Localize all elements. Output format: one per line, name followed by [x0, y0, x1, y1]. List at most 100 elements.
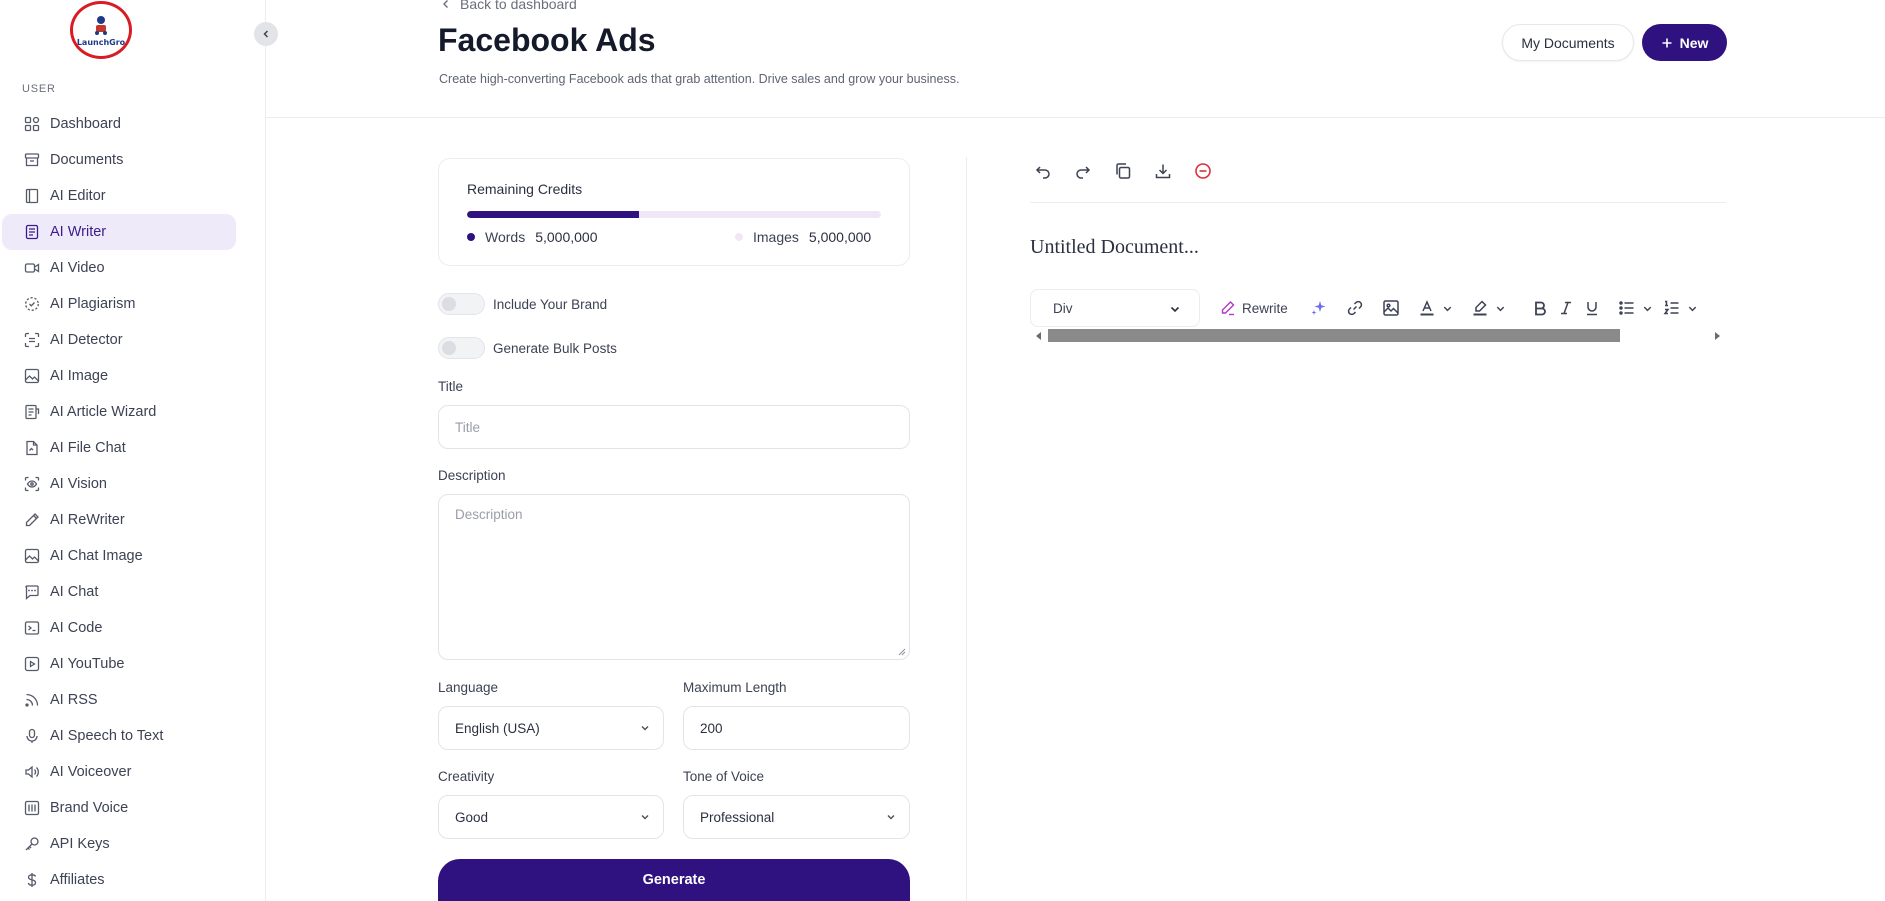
- chevron-down-icon: [641, 815, 649, 820]
- text-color-icon[interactable]: [1418, 299, 1436, 317]
- description-textarea[interactable]: Description: [438, 494, 910, 660]
- include-brand-toggle[interactable]: [438, 293, 485, 315]
- scroll-right-arrow-icon[interactable]: [1715, 332, 1720, 340]
- sidebar-item-ai-speech-to-text[interactable]: AI Speech to Text: [2, 718, 236, 754]
- sidebar-item-brand-voice[interactable]: Brand Voice: [2, 790, 236, 826]
- video-icon: [24, 263, 40, 273]
- italic-icon[interactable]: [1558, 300, 1574, 316]
- sidebar-item-ai-image[interactable]: AI Image: [2, 358, 236, 394]
- link-icon[interactable]: [1346, 299, 1364, 317]
- include-brand-label: Include Your Brand: [493, 296, 608, 312]
- sidebar-item-ai-article-wizard[interactable]: AI Article Wizard: [2, 394, 236, 430]
- sidebar-item-ai-vision[interactable]: AI Vision: [2, 466, 236, 502]
- title-input[interactable]: Title: [438, 405, 910, 449]
- sidebar-item-ai-video[interactable]: AI Video: [2, 250, 236, 286]
- sidebar-item-label: AI Plagiarism: [50, 296, 136, 312]
- bulk-posts-toggle[interactable]: [438, 337, 485, 359]
- insert-image-icon[interactable]: [1382, 299, 1400, 317]
- chevron-down-icon: [1170, 306, 1180, 313]
- download-icon[interactable]: [1154, 162, 1172, 180]
- sidebar-item-api-keys[interactable]: API Keys: [2, 826, 236, 862]
- sidebar-item-dashboard[interactable]: Dashboard: [2, 106, 236, 142]
- sidebar-item-label: AI Code: [50, 620, 103, 636]
- logo-mascot-icon: [95, 16, 107, 35]
- sidebar-nav: Dashboard Documents AI Editor AI Writer …: [2, 106, 236, 898]
- sidebar-item-ai-youtube[interactable]: AI YouTube: [2, 646, 236, 682]
- sidebar-item-ai-rss[interactable]: AI RSS: [2, 682, 236, 718]
- key-icon: [25, 837, 39, 851]
- eye-scan-icon: [24, 476, 40, 492]
- sidebar-item-ai-file-chat[interactable]: AI File Chat: [2, 430, 236, 466]
- sidebar-item-ai-editor[interactable]: AI Editor: [2, 178, 236, 214]
- document-title[interactable]: Untitled Document...: [1030, 236, 1199, 258]
- chevron-down-icon[interactable]: [1642, 303, 1653, 314]
- sidebar-item-label: AI Editor: [50, 188, 106, 204]
- chevron-down-icon[interactable]: [1687, 303, 1698, 314]
- redo-icon[interactable]: [1074, 162, 1092, 180]
- magic-pen-icon: [1221, 301, 1235, 316]
- terminal-icon: [24, 621, 40, 635]
- underline-icon[interactable]: [1584, 300, 1600, 316]
- max-length-label: Maximum Length: [683, 680, 787, 695]
- my-documents-button[interactable]: My Documents: [1502, 24, 1634, 61]
- scroll-left-arrow-icon[interactable]: [1036, 332, 1041, 340]
- generate-button[interactable]: Generate: [438, 859, 910, 901]
- sidebar-item-documents[interactable]: Documents: [2, 142, 236, 178]
- description-placeholder: Description: [455, 507, 523, 522]
- language-label: Language: [438, 680, 499, 695]
- chevron-down-icon: [641, 726, 649, 731]
- block-format-select[interactable]: Div: [1030, 289, 1200, 327]
- sidebar-item-label: AI File Chat: [50, 440, 126, 456]
- sidebar: LaunchGro USER Dashboard Documents AI Ed…: [0, 0, 266, 901]
- bold-icon[interactable]: [1532, 300, 1548, 316]
- tone-of-voice-select[interactable]: Professional: [683, 795, 910, 839]
- chat-icon: [25, 585, 39, 600]
- chevron-down-icon[interactable]: [1495, 303, 1506, 314]
- resize-handle-icon[interactable]: [898, 648, 906, 656]
- play-icon: [24, 656, 40, 672]
- sidebar-item-ai-voiceover[interactable]: AI Voiceover: [2, 754, 236, 790]
- new-button-label: New: [1679, 34, 1709, 51]
- back-to-dashboard-link[interactable]: Back to dashboard: [440, 0, 577, 12]
- sidebar-item-affiliates[interactable]: Affiliates: [2, 862, 236, 898]
- grid-icon: [24, 116, 40, 132]
- brand-icon: [24, 800, 40, 816]
- plus-icon: [1662, 38, 1672, 47]
- max-length-input[interactable]: 200: [683, 706, 910, 750]
- bullet-list-icon[interactable]: [1618, 299, 1636, 317]
- creativity-select[interactable]: Good: [438, 795, 664, 839]
- toolbar-horizontal-scrollbar[interactable]: [1036, 329, 1720, 343]
- sidebar-item-ai-chat-image[interactable]: AI Chat Image: [2, 538, 236, 574]
- editor-divider: [1030, 202, 1726, 203]
- sidebar-item-label: AI Speech to Text: [50, 728, 164, 744]
- sidebar-item-label: AI Chat Image: [50, 548, 143, 564]
- images-value: 5,000,000: [808, 229, 872, 245]
- numbered-list-icon[interactable]: [1663, 299, 1681, 317]
- rewrite-button[interactable]: Rewrite: [1220, 300, 1288, 316]
- sidebar-item-label: AI Article Wizard: [50, 404, 157, 420]
- sidebar-item-ai-rewriter[interactable]: AI ReWriter: [2, 502, 236, 538]
- undo-icon[interactable]: [1034, 162, 1052, 180]
- sidebar-item-ai-detector[interactable]: AI Detector: [2, 322, 236, 358]
- tone-of-voice-label: Tone of Voice: [683, 769, 765, 784]
- sidebar-item-ai-plagiarism[interactable]: AI Plagiarism: [2, 286, 236, 322]
- tone-of-voice-value: Professional: [700, 809, 775, 825]
- copy-icon[interactable]: [1114, 162, 1132, 180]
- page-subtitle: Create high-converting Facebook ads that…: [439, 72, 960, 86]
- sidebar-item-ai-code[interactable]: AI Code: [2, 610, 236, 646]
- brand-logo[interactable]: LaunchGro: [70, 1, 132, 59]
- new-document-button[interactable]: New: [1642, 24, 1727, 61]
- sparkle-ai-icon[interactable]: [1310, 299, 1328, 317]
- language-select[interactable]: English (USA): [438, 706, 664, 750]
- chevron-down-icon[interactable]: [1442, 303, 1453, 314]
- sidebar-collapse-button[interactable]: [254, 22, 278, 46]
- title-label: Title: [438, 379, 464, 394]
- scrollbar-thumb[interactable]: [1048, 329, 1620, 342]
- sidebar-item-ai-writer[interactable]: AI Writer: [2, 214, 236, 250]
- page-header: Back to dashboard Facebook Ads Create hi…: [266, 0, 1885, 118]
- highlight-icon[interactable]: [1471, 299, 1489, 317]
- words-credit-legend: Words 5,000,000: [467, 229, 598, 245]
- image-icon: [24, 368, 40, 384]
- delete-icon[interactable]: [1194, 162, 1212, 180]
- sidebar-item-ai-chat[interactable]: AI Chat: [2, 574, 236, 610]
